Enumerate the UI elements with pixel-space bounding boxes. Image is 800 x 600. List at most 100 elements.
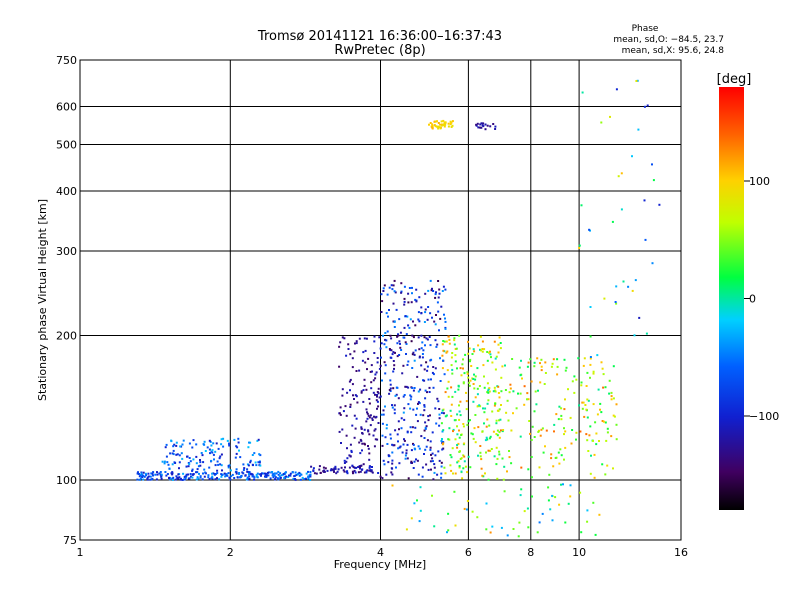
data-point xyxy=(495,355,498,358)
data-point xyxy=(593,476,596,479)
data-point xyxy=(390,471,393,474)
data-point xyxy=(430,453,432,456)
data-point xyxy=(247,473,250,475)
data-point xyxy=(235,452,238,455)
data-point xyxy=(368,466,371,469)
data-point xyxy=(541,427,544,430)
data-point xyxy=(212,453,215,456)
data-point xyxy=(165,443,168,446)
y-tick-label: 750 xyxy=(56,54,77,67)
data-point xyxy=(340,466,343,469)
data-point xyxy=(161,460,164,463)
data-point xyxy=(458,436,461,439)
data-point xyxy=(230,475,233,478)
data-point xyxy=(404,457,407,460)
data-point xyxy=(560,454,563,457)
data-point xyxy=(152,471,155,474)
data-point xyxy=(191,469,194,472)
data-point xyxy=(203,468,206,471)
data-point xyxy=(227,472,230,475)
data-point xyxy=(211,449,214,452)
colorbar-tick-labels: 100 0 −100 xyxy=(744,175,779,423)
data-point xyxy=(256,439,259,442)
data-point xyxy=(602,373,605,376)
data-point xyxy=(233,438,236,441)
data-point xyxy=(424,448,427,451)
data-point xyxy=(631,289,634,292)
data-point xyxy=(604,421,607,424)
data-point xyxy=(447,335,450,338)
data-point xyxy=(467,455,470,458)
data-point xyxy=(418,348,421,351)
data-point xyxy=(401,372,404,375)
data-point xyxy=(346,447,348,450)
data-point xyxy=(214,478,217,481)
data-point xyxy=(423,429,426,432)
data-point xyxy=(606,431,609,434)
data-point xyxy=(376,394,378,396)
data-point xyxy=(438,408,441,410)
data-point xyxy=(437,400,440,403)
data-point xyxy=(549,508,552,511)
data-point xyxy=(378,336,381,339)
data-point xyxy=(359,452,362,455)
data-point xyxy=(456,425,458,428)
data-point xyxy=(366,411,368,414)
data-point xyxy=(389,379,392,382)
data-point xyxy=(407,386,410,389)
data-point xyxy=(361,442,364,445)
data-point xyxy=(451,372,454,375)
data-point xyxy=(343,462,346,464)
data-point xyxy=(452,430,454,433)
data-point xyxy=(421,341,424,344)
data-point xyxy=(391,406,394,409)
data-point xyxy=(427,419,430,422)
data-point xyxy=(426,369,429,372)
data-point xyxy=(144,472,147,475)
data-point xyxy=(527,526,530,529)
data-point xyxy=(579,491,582,494)
data-point xyxy=(376,438,379,441)
data-point xyxy=(438,413,441,416)
data-point xyxy=(483,348,486,351)
data-point xyxy=(412,467,415,469)
data-point xyxy=(417,336,420,339)
data-point xyxy=(248,477,251,480)
data-point xyxy=(366,412,369,415)
data-point xyxy=(441,367,444,370)
data-point xyxy=(310,465,313,468)
data-point xyxy=(300,473,303,476)
data-point xyxy=(354,342,356,345)
data-point xyxy=(494,402,497,405)
data-point xyxy=(493,455,496,458)
data-point xyxy=(375,371,378,374)
data-point xyxy=(256,476,259,479)
data-point xyxy=(515,407,518,410)
data-point xyxy=(477,426,480,429)
data-point xyxy=(508,456,511,459)
data-point xyxy=(652,179,655,182)
data-point xyxy=(391,462,394,465)
data-point xyxy=(578,244,581,247)
data-point xyxy=(405,343,408,345)
data-point xyxy=(368,433,371,436)
data-point xyxy=(519,392,522,395)
data-point xyxy=(443,466,446,469)
data-point xyxy=(614,301,617,303)
data-point xyxy=(493,340,496,343)
y-tick-label: 200 xyxy=(56,330,77,343)
data-point xyxy=(382,287,385,290)
data-point xyxy=(195,443,198,446)
data-point xyxy=(526,507,529,510)
data-point xyxy=(410,431,413,434)
data-point xyxy=(367,430,370,433)
data-point xyxy=(480,349,483,352)
data-point xyxy=(395,308,398,311)
data-point xyxy=(560,407,563,410)
data-point xyxy=(184,475,187,478)
data-point xyxy=(496,457,499,460)
data-point xyxy=(498,436,501,439)
data-point xyxy=(368,465,371,468)
data-point xyxy=(361,359,364,362)
data-point xyxy=(457,442,460,445)
